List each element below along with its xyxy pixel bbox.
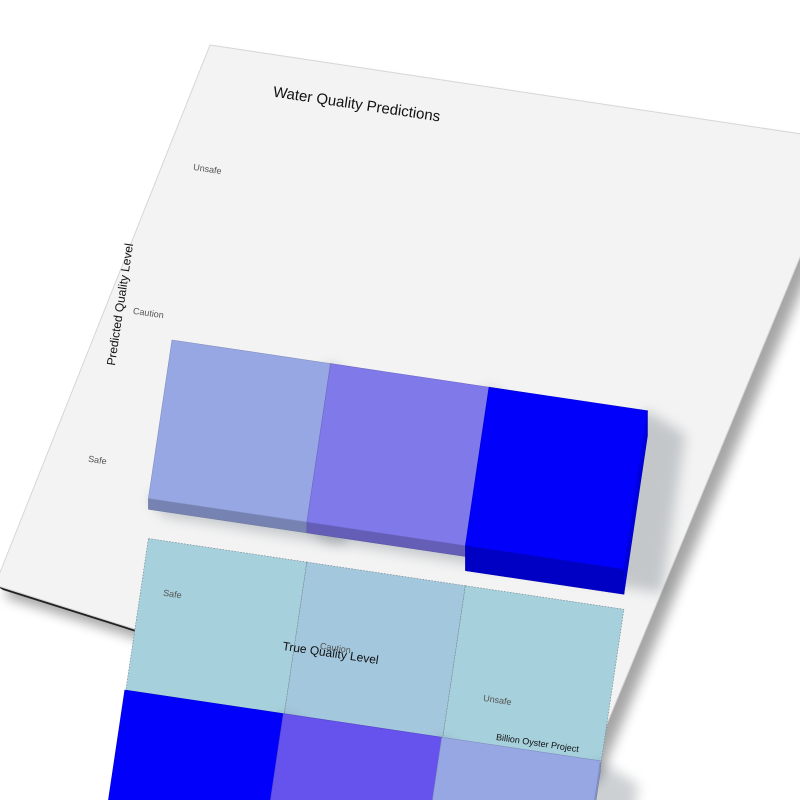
x-tick-unsafe: Unsafe <box>483 693 513 707</box>
cell-true-caution-predicted-unsafe <box>306 363 490 547</box>
y-tick-unsafe: Unsafe <box>193 162 223 176</box>
cell-true-unsafe-predicted-safe <box>431 736 601 805</box>
cell-true-safe-predicted-caution <box>124 538 308 721</box>
cell-true-caution-predicted-safe <box>269 713 443 805</box>
x-tick-safe: Safe <box>163 588 183 601</box>
y-tick-safe: Safe <box>88 454 108 467</box>
y-tick-caution: Caution <box>132 306 164 320</box>
cell-true-unsafe-predicted-caution <box>441 585 625 769</box>
cell-true-caution-predicted-caution <box>282 561 466 745</box>
cell-true-safe-predicted-safe <box>107 689 284 805</box>
cell-true-safe-predicted-unsafe <box>148 339 331 523</box>
x-tick-caution: Caution <box>319 641 351 655</box>
cell-true-unsafe-predicted-unsafe <box>465 386 648 570</box>
